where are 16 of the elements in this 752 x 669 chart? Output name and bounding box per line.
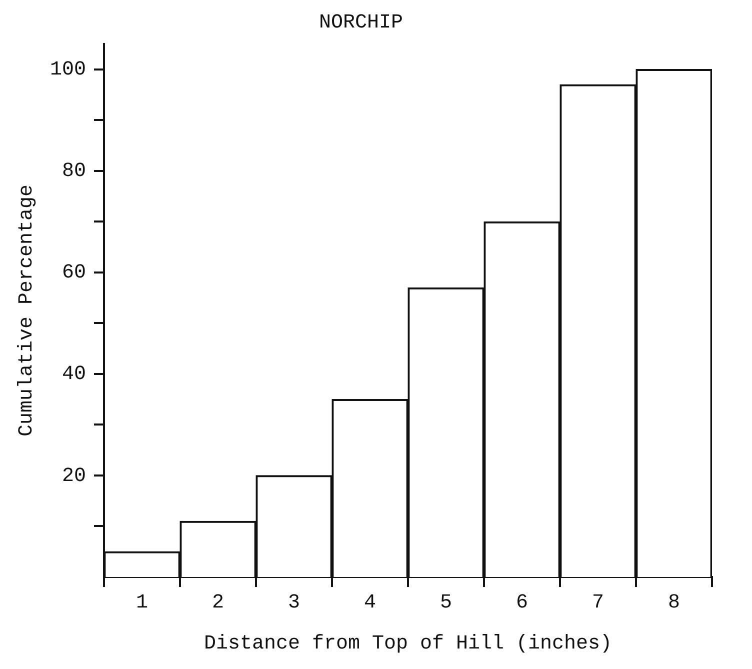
x-tick-label: 8: [668, 591, 680, 614]
x-tick-label: 4: [364, 591, 376, 614]
x-tick-label: 3: [288, 591, 300, 614]
y-axis-title: Cumulative Percentage: [15, 184, 38, 437]
y-tick-label: 60: [62, 262, 86, 285]
y-tick-label: 80: [62, 160, 86, 184]
chart-title: NORCHIP: [318, 11, 404, 34]
x-tick-label: 7: [592, 591, 604, 614]
x-tick-label: 5: [440, 591, 452, 614]
y-tick-label: 20: [62, 464, 86, 488]
y-tick-label: 40: [62, 363, 86, 386]
x-tick-label: 1: [136, 591, 148, 614]
x-tick-label: 2: [212, 591, 224, 614]
y-tick-label: 100: [50, 58, 86, 82]
x-tick-label: 6: [516, 591, 528, 614]
x-axis-title: Distance from Top of Hill (inches): [204, 632, 612, 656]
